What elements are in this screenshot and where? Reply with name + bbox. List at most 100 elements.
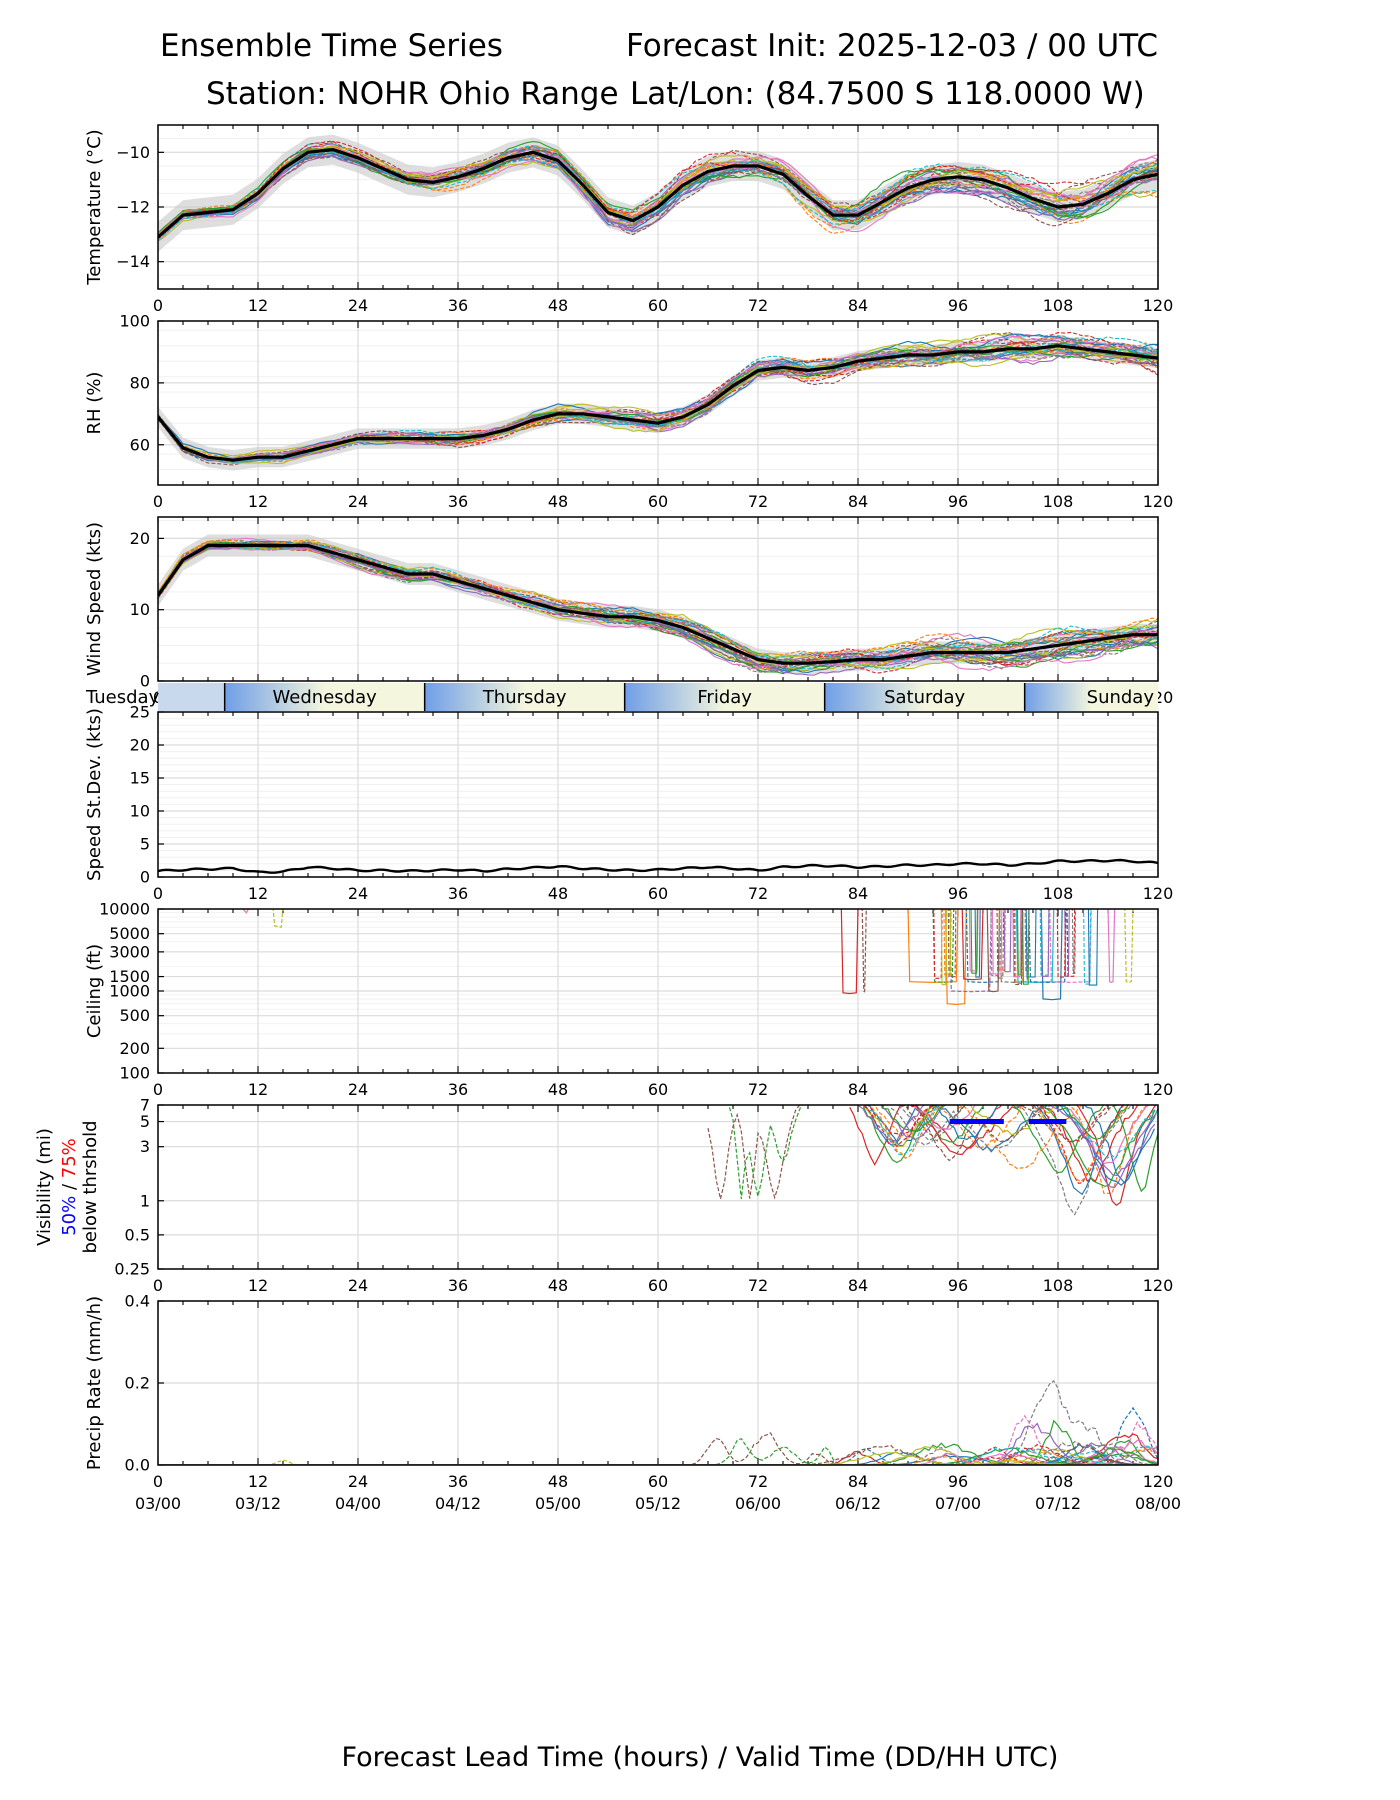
temperature-xtick-label: 84 (848, 296, 868, 315)
temperature-xtick-label: 24 (348, 296, 368, 315)
vis-member-extra (915, 1105, 1047, 1162)
rh-panel: 60 80 100 0 12 24 36 48 60 72 84 96 108 120 RH (%) (84, 312, 1173, 512)
rh-xtick-label: 84 (848, 492, 868, 511)
visibility-ylabel-pct: 50% / 75% (59, 1138, 80, 1236)
valid-time-label: 05/00 (535, 1494, 581, 1513)
rh-xtick-label: 60 (648, 492, 668, 511)
precip-member-extra (158, 1442, 1158, 1465)
ceiling-ytick-label: 500 (119, 1006, 150, 1025)
temperature-panel: −14 −12 −10 0 12 24 36 48 60 72 84 96 108 120 Temperat… (84, 124, 1173, 315)
speed_stdev-ytick-label: 5 (140, 835, 150, 854)
ceiling-xtick-label: 96 (948, 1080, 968, 1099)
precip-ytick-label: 0.4 (125, 1292, 150, 1311)
ceiling-ytick-label: 100 (119, 1064, 150, 1083)
ceiling-xtick-label: 60 (648, 1080, 668, 1099)
ceiling-xtick-label: 12 (248, 1080, 268, 1099)
speed_stdev-xtick-label: 96 (948, 884, 968, 903)
precip-xtick-label: 36 (448, 1472, 468, 1491)
temperature-xtick-label: 48 (548, 296, 568, 315)
valid-time-label: 08/00 (1135, 1494, 1181, 1513)
ceiling-ytick-label: 1000 (109, 982, 150, 1001)
valid-time-label: 03/12 (235, 1494, 281, 1513)
ceiling-member-spike (996, 909, 1005, 979)
station-label: Station: NOHR Ohio Range (206, 76, 619, 112)
ceiling-member-spike (991, 909, 1003, 975)
speed_stdev-frame (157, 711, 1159, 878)
visibility-ytick-label: 0.25 (114, 1260, 150, 1279)
ceiling-member-spike (933, 909, 943, 979)
precip-xtick-label: 60 (648, 1472, 668, 1491)
ceiling-member-drop (907, 909, 959, 984)
visibility-xtick-label: 36 (448, 1276, 468, 1295)
speed_stdev-xtick-label: 72 (748, 884, 768, 903)
ceiling-member-spike (943, 909, 952, 976)
precip-xtick-label: 84 (848, 1472, 868, 1491)
temperature-member-26 (158, 152, 1158, 239)
precip-xtick-label: 120 (1143, 1472, 1174, 1491)
ceiling-member-drop (1124, 909, 1134, 984)
ceiling-member-spike (947, 909, 957, 978)
rh-members (158, 331, 1158, 471)
temperature-member-28 (158, 152, 1158, 238)
valid-time-label: 04/00 (335, 1494, 381, 1513)
speed_stdev-xtick-label: 108 (1043, 884, 1074, 903)
valid-time-label: 07/12 (1035, 1494, 1081, 1513)
rh-ytick-label: 60 (130, 435, 150, 454)
wind-ytick-label: 0 (140, 672, 150, 691)
ceiling-frame (157, 908, 1159, 1074)
temperature-ylabel: Temperature (°C) (84, 129, 105, 285)
rh-ylabel: RH (%) (84, 372, 105, 435)
valid-time-label: 06/12 (835, 1494, 881, 1513)
wind-ylabel: Wind Speed (kts) (84, 522, 105, 676)
visibility-frame (157, 1104, 1159, 1270)
ceiling-member-spike (1022, 909, 1030, 985)
rh-ytick-label: 100 (119, 312, 150, 331)
wind-member-26 (158, 542, 1158, 663)
precip-xtick-label: 72 (748, 1472, 768, 1491)
visibility-members (707, 1105, 1158, 1216)
figure-title: Ensemble Time Series (160, 28, 503, 64)
visibility-ytick-label: 5 (140, 1112, 150, 1131)
precip-xtick-label: 24 (348, 1472, 368, 1491)
visibility-ylabel: Visibility (mi) (34, 1128, 55, 1246)
precip-panel: 0.0 0.2 0.4 Precip Rate (mm/h) 0 12 24 36 48 60 72… (84, 1292, 1181, 1514)
ceiling-member-spike (1064, 909, 1070, 977)
wind-members (158, 534, 1158, 676)
temperature-xtick-label: 96 (948, 296, 968, 315)
visibility-pct75: 75% (59, 1138, 80, 1178)
valid-time-label: 06/00 (735, 1494, 781, 1513)
wind-ytick-label: 10 (130, 600, 150, 619)
ceiling-member-spike (974, 909, 981, 978)
visibility-ylabel-threshold: below thrshold (80, 1120, 101, 1253)
ceiling-member-spike (1024, 909, 1030, 973)
precip-member-extra (158, 1422, 1158, 1465)
rh-member-27 (158, 335, 1158, 460)
rh-xtick-label: 12 (248, 492, 268, 511)
rh-xtick-label: 96 (948, 492, 968, 511)
vis-member-extra (880, 1105, 1129, 1140)
ceiling-member-spike (945, 909, 952, 975)
x-axis-label: Forecast Lead Time (hours) / Valid Time … (341, 1742, 1059, 1773)
ceiling-member-drop (1040, 909, 1063, 1001)
ceiling-xtick-label: 72 (748, 1080, 768, 1099)
precip-member-extra (158, 1446, 1158, 1465)
temperature-member-5 (158, 143, 1158, 238)
wind-ytick-label: 20 (130, 529, 150, 548)
speed_stdev-ytick-label: 15 (130, 769, 150, 788)
vis-member-extra (863, 1105, 1109, 1148)
visibility-ytick-label: 7 (140, 1096, 150, 1115)
precip-xtick-label: 0 (153, 1472, 163, 1491)
wind-member-30 (158, 544, 1158, 670)
ceiling-ytick-label: 1500 (109, 967, 150, 986)
vis-member-extra (881, 1105, 1157, 1189)
ceiling-member-b (272, 909, 284, 928)
ceiling-xtick-label: 0 (153, 1080, 163, 1099)
speed_stdev-ytick-label: 10 (130, 802, 150, 821)
ceiling-member-spike (990, 909, 1001, 977)
ceiling-member-drop (961, 909, 984, 981)
ceiling-members (242, 909, 1134, 1006)
ceiling-ylabel: Ceiling (ft) (84, 944, 105, 1038)
ceiling-xtick-label: 108 (1043, 1080, 1074, 1099)
